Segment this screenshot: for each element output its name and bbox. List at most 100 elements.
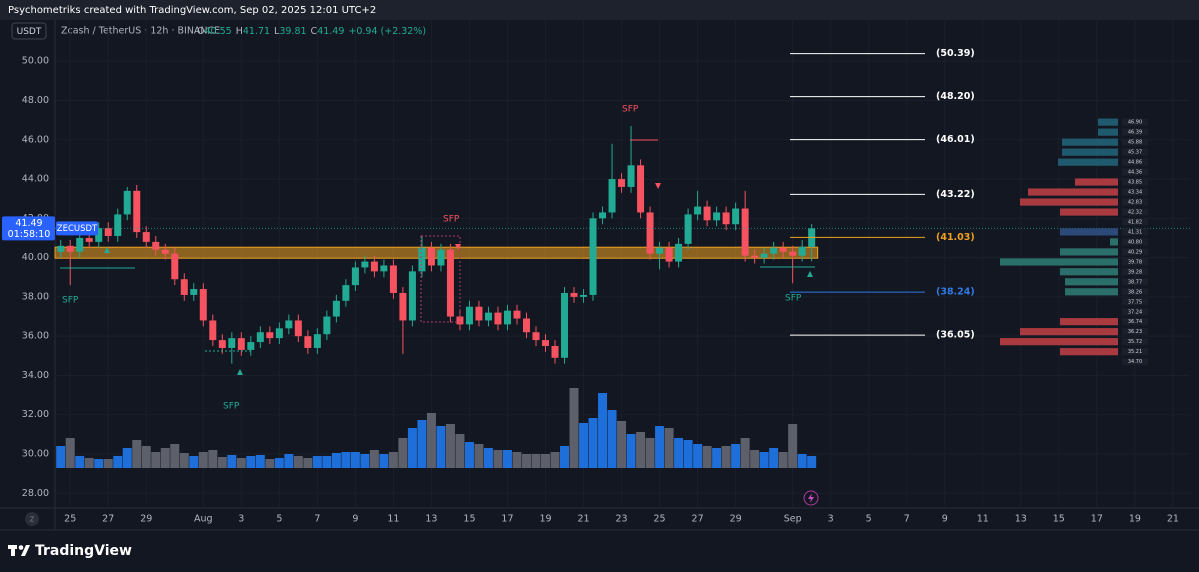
volume-bar xyxy=(160,448,170,468)
timezone-icon[interactable]: Z xyxy=(30,516,35,524)
volume-bar xyxy=(379,454,389,468)
order-book-bar xyxy=(1098,128,1118,136)
volume-bar xyxy=(303,458,313,468)
volume-bar xyxy=(312,456,322,468)
x-tick-label: 29 xyxy=(140,514,152,525)
order-book-price: 41.82 xyxy=(1128,219,1142,225)
candle-body xyxy=(275,328,283,339)
volume-bar xyxy=(198,452,208,468)
candle-body xyxy=(342,285,350,301)
volume-bar xyxy=(531,454,541,468)
order-book-price: 44.86 xyxy=(1128,160,1142,166)
volume-bar xyxy=(426,413,436,468)
ticker-tag xyxy=(56,221,98,236)
order-book-price: 43.34 xyxy=(1128,190,1142,196)
legend-key: H xyxy=(236,26,243,37)
volume-bar xyxy=(731,444,741,468)
candle-body xyxy=(313,334,321,348)
volume-bar xyxy=(455,434,465,468)
volume-bar xyxy=(702,446,712,468)
volume-bar xyxy=(236,458,246,468)
order-book-bar xyxy=(1060,248,1118,256)
x-tick-label: 15 xyxy=(463,514,475,525)
candle-body xyxy=(703,206,711,221)
volume-bar xyxy=(331,453,341,468)
volume-bar xyxy=(350,452,360,468)
order-book-bar xyxy=(1065,278,1118,286)
candle-body xyxy=(256,332,264,343)
order-book-price: 34.70 xyxy=(1128,359,1142,365)
volume-bar xyxy=(341,452,351,468)
order-book-price: 36.23 xyxy=(1128,329,1142,335)
candle-body xyxy=(95,228,103,242)
candle-body xyxy=(304,336,312,348)
order-book-bar xyxy=(1060,318,1118,326)
timezone-button[interactable] xyxy=(25,512,39,526)
x-tick-label: 13 xyxy=(425,514,437,525)
volume-bar xyxy=(293,456,303,468)
order-book-bar xyxy=(1000,338,1118,346)
volume-bar xyxy=(664,428,674,468)
plot: (50.39) (48.20) (46.01) (43.22) (41.03) (38.2… xyxy=(54,20,1190,508)
volume-bar xyxy=(141,446,151,468)
level-label: (50.39) xyxy=(936,48,975,59)
order-book-price: 38.77 xyxy=(1128,279,1142,285)
volume-bar xyxy=(417,420,427,468)
legend-key: L xyxy=(274,26,280,37)
candle-body xyxy=(123,190,131,215)
sfp-arrow xyxy=(104,247,110,253)
last-price-box xyxy=(2,216,55,241)
legend-value: 41.49 xyxy=(317,26,344,37)
x-tick-label: 3 xyxy=(238,514,244,525)
order-book-price: 40.80 xyxy=(1128,239,1142,245)
candle-body xyxy=(76,237,84,252)
order-book-price: 45.88 xyxy=(1128,140,1142,146)
x-tick-label: 7 xyxy=(904,514,910,525)
candle-body xyxy=(637,165,645,213)
candle-body xyxy=(494,312,502,325)
x-tick-label: 3 xyxy=(828,514,834,525)
volume-bar xyxy=(797,454,807,468)
volume-bar xyxy=(636,432,646,468)
candle-body xyxy=(741,208,749,256)
volume-bar xyxy=(769,448,779,468)
sfp-arrow xyxy=(655,183,661,189)
candle-body xyxy=(114,214,122,237)
candle-body xyxy=(694,206,702,215)
x-tick-label: 9 xyxy=(942,514,948,525)
candle-body xyxy=(218,340,226,348)
candle-body xyxy=(152,241,160,250)
volume-bar xyxy=(655,426,665,468)
candle-body xyxy=(247,342,255,350)
order-book-bar xyxy=(1060,228,1118,236)
candle-body xyxy=(171,253,179,280)
credit: Psychometriks created with TradingView.c… xyxy=(8,5,376,16)
currency-button[interactable] xyxy=(11,22,47,40)
order-book-bar xyxy=(1062,148,1118,156)
volume-bar xyxy=(626,434,636,468)
candle-body xyxy=(266,332,274,339)
x-tick-label: 29 xyxy=(730,514,742,525)
candle-body xyxy=(133,190,141,233)
y-tick-label: 50.00 xyxy=(22,56,49,67)
annotation: SFP xyxy=(622,105,639,115)
volume-bar xyxy=(502,450,512,468)
event-bolt[interactable] xyxy=(808,493,814,503)
order-book-bar xyxy=(1020,328,1118,336)
candle-body xyxy=(389,265,397,293)
volume-bar xyxy=(569,388,579,468)
x-tick-label: 21 xyxy=(1167,514,1179,525)
volume-bar xyxy=(103,459,113,468)
order-book-bar xyxy=(1062,138,1118,146)
y-tick-label: 48.00 xyxy=(22,95,49,106)
candle-body xyxy=(85,237,93,242)
candle-body xyxy=(542,340,550,346)
candle-body xyxy=(237,338,245,350)
candle-body xyxy=(599,212,607,219)
candle-body xyxy=(294,320,302,337)
currency-label[interactable]: USDT xyxy=(17,27,42,37)
volume-bar xyxy=(521,454,531,468)
sfp-arrow xyxy=(807,271,813,277)
volume-bar xyxy=(607,410,617,468)
